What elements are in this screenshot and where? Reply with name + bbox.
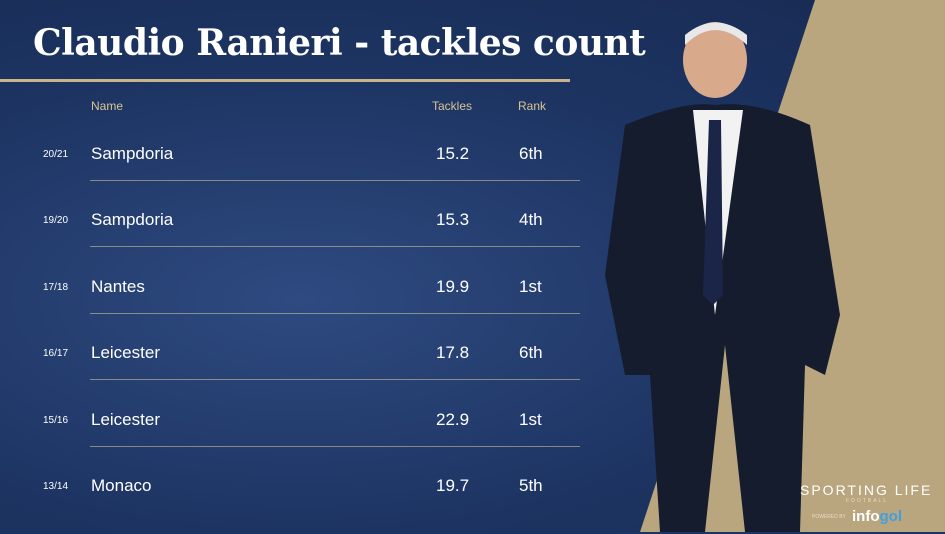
cell-rank: 6th: [519, 144, 543, 163]
cell-rank: 4th: [519, 210, 543, 230]
cell-name: Nantes: [91, 276, 145, 296]
row-divider: [90, 445, 580, 447]
cell-name: Leicester: [91, 409, 160, 429]
table-row: 16/17 Leicester 17.8 6th: [0, 335, 600, 401]
table-row: 17/18 Nantes 19.9 1st: [0, 269, 600, 335]
table-row: 20/21 Sampdoria 15.2 6th: [0, 136, 600, 202]
cell-name: Leicester: [91, 343, 160, 363]
header-name: Name: [91, 99, 124, 113]
cell-rank: 1st: [519, 409, 542, 429]
cell-season: 19/20: [43, 215, 69, 227]
row-divider: [90, 246, 580, 248]
cell-season: 16/17: [43, 348, 69, 360]
row-divider: [90, 180, 580, 181]
cell-name: Sampdoria: [91, 210, 174, 230]
infogol-logo-a: info: [852, 508, 880, 525]
row-divider: [90, 312, 580, 314]
cell-rank: 6th: [519, 343, 543, 363]
header-tackles: Tackles: [432, 99, 473, 113]
cell-rank: 5th: [519, 476, 543, 495]
title-underline: [0, 79, 570, 82]
cell-name: Sampdoria: [91, 144, 174, 163]
sporting-life-logo: SPORTING LIFE: [800, 482, 933, 498]
cell-season: 20/21: [43, 149, 69, 160]
cell-tackles: 22.9: [436, 409, 470, 429]
manager-photo: [605, 22, 840, 532]
logo-subtitle: FOOTBALL: [846, 498, 889, 504]
cell-tackles: 17.8: [436, 343, 470, 363]
cell-tackles: 19.9: [436, 276, 470, 296]
table-row: 15/16 Leicester 22.9 1st: [0, 402, 600, 468]
table-row: 13/14 Monaco 19.7 5th: [0, 468, 600, 534]
row-divider: [90, 379, 580, 381]
cell-rank: 1st: [519, 276, 542, 296]
cell-tackles: 15.3: [436, 210, 470, 230]
infogol-logo-b: gol: [879, 508, 903, 525]
page-title: Claudio Ranieri - tackles count: [33, 22, 646, 64]
table-row: 19/20 Sampdoria 15.3 4th: [0, 202, 600, 268]
cell-tackles: 19.7: [436, 476, 470, 495]
cell-name: Monaco: [91, 476, 152, 495]
cell-season: 17/18: [43, 281, 69, 293]
cell-season: 15/16: [43, 414, 69, 426]
cell-tackles: 15.2: [436, 144, 470, 163]
cell-season: 13/14: [43, 481, 69, 492]
infogol-logo: infogol: [852, 508, 902, 525]
header-rank: Rank: [518, 99, 547, 113]
powered-by-label: POWERED BY: [812, 514, 846, 520]
